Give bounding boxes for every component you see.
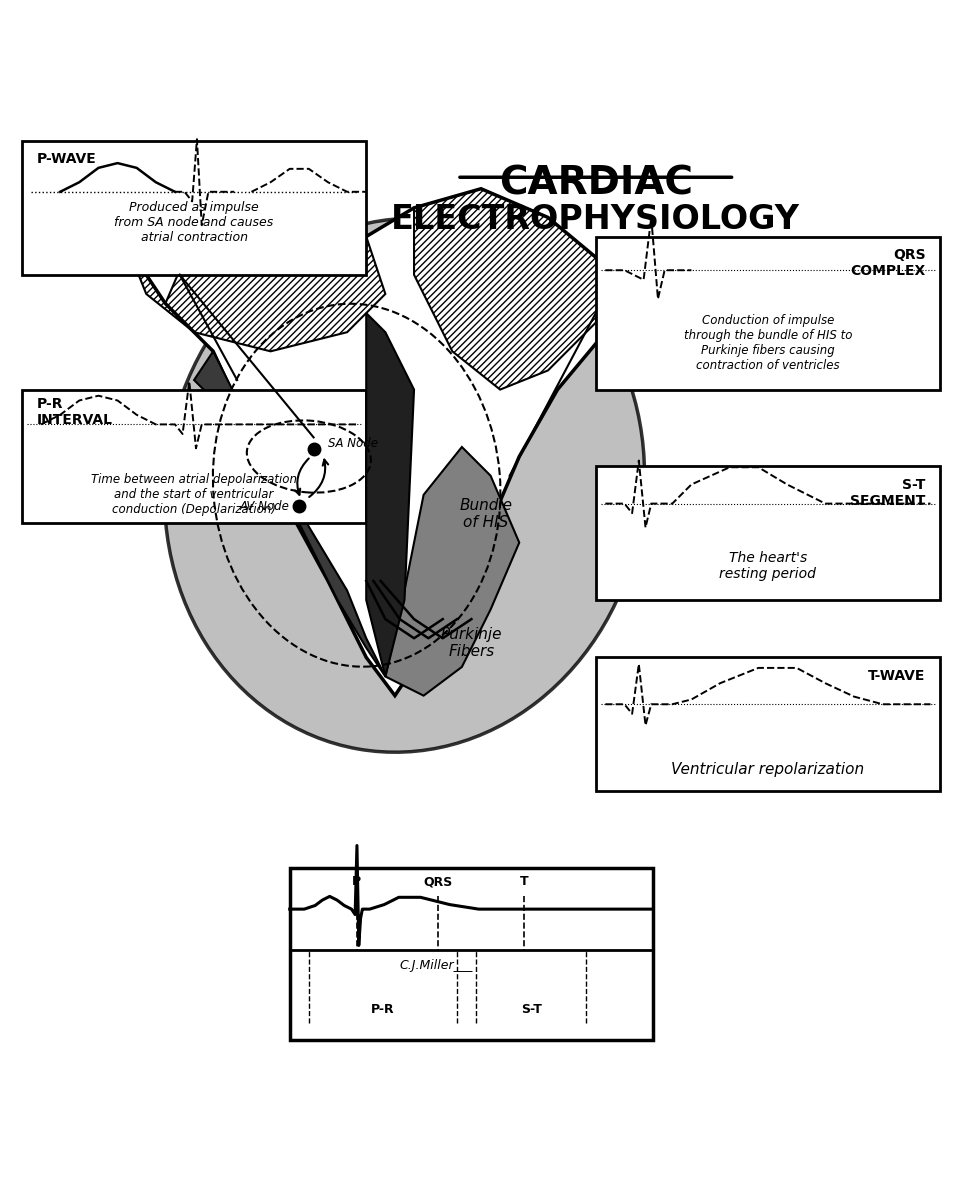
Text: T-WAVE: T-WAVE — [868, 668, 924, 683]
Bar — [595, 236, 939, 390]
Text: Time between atrial depolarization
and the start of ventricular
conduction (Depo: Time between atrial depolarization and t… — [91, 473, 297, 516]
Text: S-T: S-T — [520, 1003, 541, 1016]
Bar — [289, 868, 653, 1040]
Text: SA Node: SA Node — [328, 437, 378, 450]
Bar — [22, 390, 366, 523]
Text: P-WAVE: P-WAVE — [37, 152, 96, 167]
Polygon shape — [385, 446, 519, 696]
Text: Conduction of impulse
through the bundle of HIS to
Purkinje fibers causing
contr: Conduction of impulse through the bundle… — [683, 314, 851, 372]
Text: T: T — [519, 876, 528, 888]
Text: The heart's
resting period: The heart's resting period — [719, 551, 816, 581]
Text: S-T
SEGMENT: S-T SEGMENT — [850, 478, 924, 508]
Text: QRS: QRS — [423, 876, 452, 888]
Text: P: P — [352, 876, 360, 888]
Bar — [595, 658, 939, 791]
Text: P-R: P-R — [371, 1003, 394, 1016]
Text: AV Node: AV Node — [239, 500, 289, 514]
Polygon shape — [366, 313, 413, 677]
Bar — [22, 140, 366, 275]
Text: CARDIAC: CARDIAC — [498, 164, 692, 203]
Text: Bundle
of HIS: Bundle of HIS — [458, 498, 512, 530]
Text: P-R
INTERVAL: P-R INTERVAL — [37, 397, 112, 427]
Polygon shape — [194, 352, 385, 677]
Text: C.J.Miller___: C.J.Miller___ — [399, 959, 473, 972]
Text: ELECTROPHYSIOLOGY: ELECTROPHYSIOLOGY — [391, 203, 800, 236]
Ellipse shape — [164, 218, 644, 752]
Polygon shape — [127, 169, 604, 696]
Text: QRS
COMPLEX: QRS COMPLEX — [850, 248, 924, 278]
Text: Produced as impulse
from SA node and causes
atrial contraction: Produced as impulse from SA node and cau… — [114, 202, 274, 245]
Text: Ventricular repolarization: Ventricular repolarization — [671, 762, 864, 776]
Bar — [595, 466, 939, 600]
Text: Purkinje
Fibers: Purkinje Fibers — [440, 626, 502, 659]
